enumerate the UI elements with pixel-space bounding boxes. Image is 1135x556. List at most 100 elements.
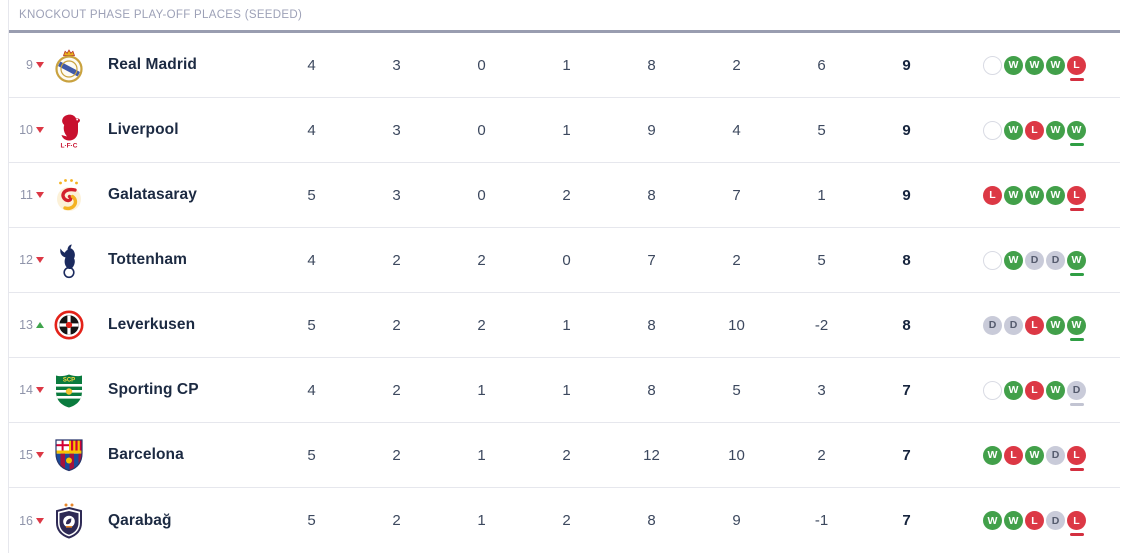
form-result-w[interactable]: W — [1046, 185, 1065, 205]
stat-points: 7 — [902, 381, 911, 399]
team-name[interactable]: Real Madrid — [108, 56, 197, 73]
team-name[interactable]: Liverpool — [108, 121, 179, 138]
form-result-w[interactable]: W — [1004, 250, 1023, 270]
form-result-l[interactable]: L — [1067, 185, 1086, 211]
stat-drawn: 0 — [477, 186, 486, 204]
latest-match-underline — [1069, 337, 1084, 341]
form-result-d[interactable]: D — [1046, 250, 1065, 270]
form-result-d[interactable]: D — [1025, 250, 1044, 270]
form-result-w[interactable]: W — [1046, 120, 1065, 140]
stat-drawn: 1 — [477, 381, 486, 399]
section-title: KNOCKOUT PHASE PLAY-OFF PLACES (SEEDED) — [19, 9, 303, 21]
form-result-l[interactable]: L — [1067, 55, 1086, 81]
galatasaray-crest — [47, 176, 91, 214]
stat-goal-difference: 6 — [817, 56, 826, 74]
form-result-d[interactable]: D — [1067, 380, 1086, 406]
stat-goals-for: 8 — [647, 186, 656, 204]
stat-lost: 1 — [562, 316, 571, 334]
form-result-w[interactable]: W — [1067, 315, 1086, 341]
stat-lost: 1 — [562, 121, 571, 139]
stat-goal-difference: 3 — [817, 381, 826, 399]
form-result-d[interactable]: D — [1046, 445, 1065, 465]
position: 14 — [19, 383, 33, 397]
qarabag-crest — [47, 502, 91, 540]
stat-goals-against: 7 — [732, 186, 741, 204]
form-result-l[interactable]: L — [1025, 120, 1044, 140]
stat-played: 5 — [307, 316, 316, 334]
form-empty — [983, 120, 1002, 140]
stat-goals-for: 8 — [647, 316, 656, 334]
movement-down-icon — [36, 192, 44, 198]
form-result-d[interactable]: D — [1046, 511, 1065, 530]
tottenham-crest — [47, 241, 91, 279]
form-result-w[interactable]: W — [1046, 380, 1065, 400]
form-result-d[interactable]: D — [983, 315, 1002, 335]
movement-down-icon — [36, 127, 44, 133]
form-result-w[interactable]: W — [1025, 185, 1044, 205]
stat-played: 4 — [307, 381, 316, 399]
movement-down-icon — [36, 387, 44, 393]
stat-goal-difference: -1 — [814, 512, 829, 529]
team-name[interactable]: Leverkusen — [108, 316, 196, 333]
form-result-w[interactable]: W — [1067, 120, 1086, 146]
form-result-w[interactable]: W — [1067, 250, 1086, 276]
form-result-w[interactable]: W — [1004, 380, 1023, 400]
stat-goals-for: 8 — [647, 381, 656, 399]
form-result-w[interactable]: W — [1004, 55, 1023, 75]
stat-goal-difference: 5 — [817, 251, 826, 269]
form-result-l[interactable]: L — [983, 185, 1002, 205]
movement-up-icon — [36, 322, 44, 328]
position: 15 — [19, 448, 33, 462]
team-name[interactable]: Sporting CP — [108, 381, 199, 398]
stat-points: 9 — [902, 56, 911, 74]
stat-drawn: 0 — [477, 121, 486, 139]
form-result-d[interactable]: D — [1004, 315, 1023, 335]
form-result-w[interactable]: W — [1046, 315, 1065, 335]
stat-goals-against: 5 — [732, 381, 741, 399]
form-result-w[interactable]: W — [983, 511, 1002, 530]
form-result-l[interactable]: L — [1025, 511, 1044, 530]
form-result-w[interactable]: W — [1046, 55, 1065, 75]
form-result-w[interactable]: W — [1004, 120, 1023, 140]
stat-won: 3 — [392, 121, 401, 139]
stat-lost: 2 — [562, 186, 571, 204]
stat-played: 5 — [307, 186, 316, 204]
stat-played: 5 — [307, 446, 316, 464]
form-result-w[interactable]: W — [983, 445, 1002, 465]
form-result-w[interactable]: W — [1004, 511, 1023, 530]
movement-down-icon — [36, 517, 44, 524]
stat-lost: 1 — [562, 381, 571, 399]
form-result-l[interactable]: L — [1025, 380, 1044, 400]
stat-points: 8 — [902, 316, 911, 334]
stat-drawn: 2 — [477, 251, 486, 269]
form-result-w[interactable]: W — [1025, 55, 1044, 75]
form-result-l[interactable]: L — [1004, 445, 1023, 465]
stat-goal-difference: -2 — [814, 316, 829, 334]
team-name[interactable]: Tottenham — [108, 251, 187, 268]
stat-points: 7 — [902, 512, 911, 529]
form-result-l[interactable]: L — [1067, 445, 1086, 471]
team-name[interactable]: Qarabağ — [108, 511, 172, 529]
stat-drawn: 2 — [477, 316, 486, 334]
stat-played: 4 — [307, 56, 316, 74]
form-result-l[interactable]: L — [1025, 315, 1044, 335]
team-name[interactable]: Galatasaray — [108, 186, 197, 203]
stat-won: 2 — [392, 446, 401, 464]
stat-won: 2 — [392, 512, 401, 529]
form-result-l[interactable]: L — [1067, 511, 1086, 536]
movement-down-icon — [36, 452, 44, 458]
form-result-w[interactable]: W — [1004, 185, 1023, 205]
stat-goal-difference: 2 — [817, 446, 826, 464]
team-name[interactable]: Barcelona — [108, 446, 184, 463]
form-result-w[interactable]: W — [1025, 445, 1044, 465]
